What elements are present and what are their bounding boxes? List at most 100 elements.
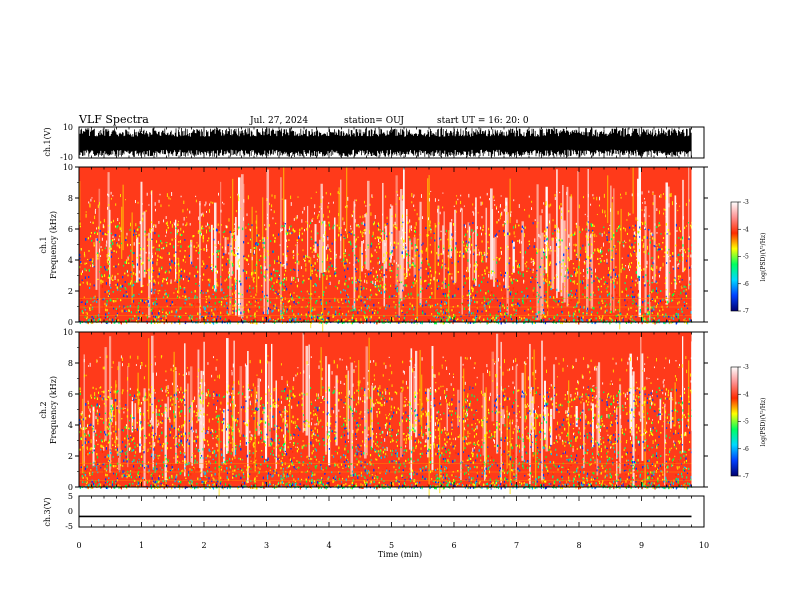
spec-speckle xyxy=(370,294,372,296)
spec-speckle xyxy=(227,237,229,240)
spec-speckle xyxy=(451,309,453,312)
spec-speckle xyxy=(616,294,618,296)
spec-speckle xyxy=(681,310,683,313)
spec-speckle xyxy=(102,232,104,235)
spec-speckle xyxy=(442,311,444,314)
spec-speckle xyxy=(492,270,494,272)
spec-speckle xyxy=(79,320,81,322)
spec-speckle xyxy=(632,302,634,305)
spec-speckle xyxy=(582,312,584,314)
spec-speckle xyxy=(256,318,258,321)
spec-speckle xyxy=(184,239,186,241)
spec-speckle xyxy=(481,310,483,313)
spec-speckle xyxy=(332,313,334,316)
spec-speckle xyxy=(203,305,205,309)
spec-speckle xyxy=(652,261,654,265)
spec-speckle xyxy=(335,267,337,270)
spec-speckle xyxy=(158,306,160,310)
spec-speckle xyxy=(140,247,142,251)
spec-speckle xyxy=(549,261,551,264)
spec-speckle xyxy=(433,232,435,235)
spec-speckle xyxy=(622,318,624,320)
spec-speckle xyxy=(567,253,569,255)
spec-speckle xyxy=(476,314,478,317)
spec-speckle xyxy=(263,246,265,249)
spec-speckle xyxy=(254,247,256,249)
spec-speckle xyxy=(106,300,108,303)
spec-speckle xyxy=(332,226,334,230)
spec-speckle xyxy=(666,305,668,308)
spec-speckle xyxy=(465,233,467,236)
spec-speckle xyxy=(294,318,296,321)
spec-speckle xyxy=(94,295,96,298)
spec-speckle xyxy=(472,312,474,315)
spec-speckle xyxy=(476,291,478,293)
spec-speckle xyxy=(537,250,539,253)
spec-speckle xyxy=(411,319,413,321)
spec-speckle xyxy=(209,297,212,300)
spec-speckle xyxy=(644,283,646,287)
spec-speckle xyxy=(426,258,428,260)
spec-speckle xyxy=(594,321,596,325)
spec-speckle xyxy=(408,254,411,257)
spec-speckle xyxy=(117,224,119,227)
spec-speckle xyxy=(376,321,378,325)
spec-speckle xyxy=(544,321,546,325)
spec-speckle xyxy=(319,277,321,281)
spec-speckle xyxy=(320,317,322,320)
spec-speckle xyxy=(488,271,490,274)
spec-speckle xyxy=(180,268,182,271)
spec-speckle xyxy=(625,241,627,244)
spec-speckle xyxy=(232,264,234,267)
spec-speckle xyxy=(573,267,575,269)
spec-speckle xyxy=(674,290,676,293)
spec-speckle xyxy=(617,314,619,316)
spec-speckle xyxy=(550,318,552,320)
spec-speckle xyxy=(272,309,274,312)
spec-speckle xyxy=(153,224,155,227)
spec-speckle xyxy=(452,316,454,320)
spec-streak xyxy=(367,180,370,271)
spec-speckle xyxy=(99,241,101,243)
spec-speckle xyxy=(243,320,245,323)
spec-speckle xyxy=(237,228,239,230)
spec-speckle xyxy=(152,246,154,249)
spec-speckle xyxy=(504,321,506,324)
spec-speckle xyxy=(100,266,102,268)
spec-speckle xyxy=(89,283,91,286)
spec-speckle xyxy=(268,224,270,227)
spec-speckle xyxy=(313,248,315,252)
spec-speckle xyxy=(356,287,358,289)
spec-speckle xyxy=(477,275,480,277)
spec-speckle xyxy=(489,319,491,322)
spec-speckle xyxy=(614,277,617,280)
spec-speckle xyxy=(574,296,576,298)
spec-speckle xyxy=(344,262,346,265)
spec-speckle xyxy=(142,247,145,250)
spec-speckle xyxy=(600,319,602,322)
spec-speckle xyxy=(80,298,82,300)
spec-speckle xyxy=(317,316,319,319)
spec-speckle xyxy=(334,272,336,275)
spec-speckle xyxy=(613,232,615,235)
spec-speckle xyxy=(540,265,542,268)
spec-speckle xyxy=(454,247,457,250)
spec-speckle xyxy=(570,299,572,301)
spec-streak xyxy=(338,187,340,233)
spec-speckle xyxy=(203,273,205,276)
spec-speckle xyxy=(81,279,83,281)
spec-streak xyxy=(232,178,234,249)
spec-speckle xyxy=(658,270,660,273)
spec-speckle xyxy=(579,247,582,250)
spec-speckle xyxy=(328,283,330,285)
spec-speckle xyxy=(281,298,283,301)
spec-speckle xyxy=(292,279,295,281)
spec-speckle xyxy=(512,226,515,229)
spec-speckle xyxy=(585,235,587,238)
spec-speckle xyxy=(432,315,434,318)
spec-streak xyxy=(224,237,227,254)
spec-speckle xyxy=(137,307,139,310)
spec-speckle xyxy=(217,310,219,312)
spec-speckle xyxy=(363,301,365,304)
spec-speckle xyxy=(356,298,358,301)
